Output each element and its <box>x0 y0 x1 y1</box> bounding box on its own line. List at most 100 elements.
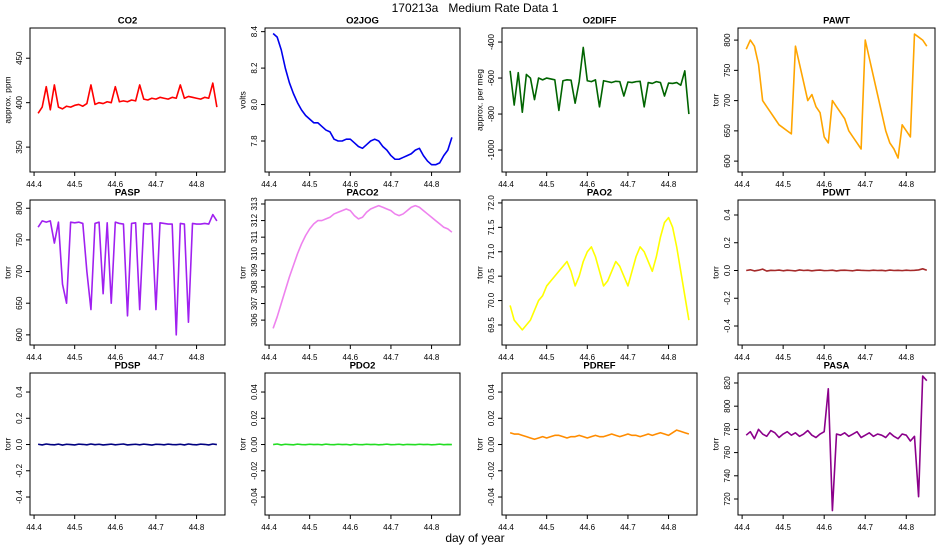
y-tick-label: -400 <box>487 33 496 50</box>
y-tick-label: 740 <box>723 469 732 483</box>
x-tick-label: 44.4 <box>26 353 42 362</box>
y-tick-label: 350 <box>15 140 24 154</box>
x-tick-label: 44.4 <box>261 523 277 532</box>
y-axis-label: torr <box>2 266 12 279</box>
data-line <box>37 213 218 336</box>
x-tick-label: 44.4 <box>26 180 42 189</box>
y-tick-label: 0.4 <box>15 386 24 398</box>
y-tick-label: 0.0 <box>15 438 24 450</box>
page-title: 170213a Medium Rate Data 1 <box>392 1 559 15</box>
x-tick-label: 44.5 <box>302 353 318 362</box>
x-tick-label: 44.7 <box>383 353 399 362</box>
plot-area <box>745 33 928 159</box>
panel: PASP 44.4 44.5 44.6 44.7 44.8 600 650 700 750 800 t… <box>2 188 226 362</box>
panel-title: PAO2 <box>587 188 612 199</box>
x-tick-label: 44.4 <box>498 180 514 189</box>
y-tick-label: 0.04 <box>487 384 496 400</box>
x-tick-label: 44.7 <box>620 353 636 362</box>
y-axis-label: approx. per meg <box>474 69 484 131</box>
x-tick-label: 44.6 <box>108 353 124 362</box>
y-tick-label: 310 <box>250 247 259 261</box>
x-tick-label: 44.4 <box>26 523 42 532</box>
y-tick-label: -0.4 <box>723 319 732 333</box>
x-tick-label: 44.4 <box>734 353 750 362</box>
y-axis-label: torr <box>710 266 720 279</box>
x-tick-label: 44.4 <box>498 353 514 362</box>
plot-frame <box>737 199 936 346</box>
y-tick-label: 72.0 <box>487 195 496 211</box>
plot-frame <box>737 372 936 516</box>
x-tick-label: 44.8 <box>898 180 914 189</box>
y-tick-label: 311 <box>250 230 259 243</box>
y-tick-label: 750 <box>15 233 24 247</box>
y-axis-label: torr <box>237 437 247 450</box>
x-tick-label: 44.8 <box>424 523 440 532</box>
y-tick-label: 700 <box>15 264 24 278</box>
x-tick-label: 44.7 <box>148 353 164 362</box>
y-axis-label: torr <box>237 266 247 279</box>
y-tick-label: 700 <box>723 93 732 107</box>
x-tick-label: 44.6 <box>108 180 124 189</box>
x-tick-label: 44.7 <box>620 180 636 189</box>
panel-title: CO2 <box>118 16 138 27</box>
data-line <box>37 443 217 446</box>
x-tick-label: 44.6 <box>816 523 832 532</box>
panel-title: PASP <box>115 188 141 199</box>
plot-area <box>272 204 453 329</box>
y-tick-label: 307 <box>250 296 259 310</box>
y-axis-label: torr <box>710 93 720 106</box>
y-tick-label: 820 <box>723 376 732 390</box>
y-tick-label: 0.2 <box>723 237 732 249</box>
y-tick-label: 0.2 <box>15 412 24 424</box>
panel: PACO2 44.4 44.5 44.6 44.7 44.8 306 307 308 309 310… <box>237 188 461 362</box>
x-tick-label: 44.4 <box>734 523 750 532</box>
x-tick-label: 44.6 <box>816 180 832 189</box>
y-tick-label: 720 <box>723 492 732 506</box>
y-tick-label: -0.04 <box>250 487 259 506</box>
x-tick-label: 44.8 <box>661 180 677 189</box>
x-tick-label: 44.7 <box>148 523 164 532</box>
y-tick-label: 600 <box>723 154 732 168</box>
panel: O2DIFF 44.4 44.5 44.6 44.7 44.8 -1000 -800 -600 -… <box>474 16 698 189</box>
y-tick-label: -1000 <box>487 139 496 160</box>
plot-frame <box>501 199 698 346</box>
panel: PDO2 44.4 44.5 44.6 44.7 44.8 -0.04 -0.02 0.00 0.… <box>237 361 461 532</box>
x-tick-label: 44.5 <box>67 353 83 362</box>
panel-title: PDO2 <box>350 361 376 372</box>
x-tick-label: 44.8 <box>661 523 677 532</box>
panel: PDSP 44.4 44.5 44.6 44.7 44.8 -0.4 -0.2 0.0 0.2 0.… <box>2 361 226 532</box>
y-tick-label: 8.4 <box>250 26 259 38</box>
panel-title: PDREF <box>583 361 615 372</box>
x-tick-label: 44.6 <box>343 353 359 362</box>
x-tick-label: 44.6 <box>580 180 596 189</box>
y-tick-label: 600 <box>15 328 24 342</box>
y-tick-label: 0.02 <box>250 410 259 426</box>
data-line <box>273 443 452 446</box>
y-tick-label: 70.5 <box>487 268 496 284</box>
y-tick-label: -0.02 <box>487 461 496 480</box>
x-tick-label: 44.5 <box>67 523 83 532</box>
x-tick-label: 44.7 <box>620 523 636 532</box>
plot-frame <box>264 372 461 516</box>
y-tick-label: 309 <box>250 263 259 277</box>
x-tick-label: 44.8 <box>189 180 205 189</box>
plot-frame <box>29 27 226 173</box>
y-tick-label: -0.4 <box>15 490 24 504</box>
y-tick-label: -600 <box>487 69 496 86</box>
y-tick-label: 0.04 <box>250 384 259 400</box>
x-tick-label: 44.8 <box>189 353 205 362</box>
plot-area <box>37 82 218 114</box>
data-line <box>745 33 928 159</box>
y-tick-label: 800 <box>723 399 732 413</box>
y-tick-label: 800 <box>723 33 732 47</box>
plot-frame <box>264 27 461 173</box>
data-line <box>509 216 690 331</box>
x-axis-label: day of year <box>445 531 504 545</box>
panel-title: PAWT <box>823 16 850 27</box>
y-tick-label: 69.5 <box>487 317 496 333</box>
y-tick-label: -0.04 <box>487 487 496 506</box>
data-line <box>746 268 928 272</box>
y-tick-label: 0.00 <box>487 436 496 452</box>
x-tick-label: 44.6 <box>343 523 359 532</box>
x-tick-label: 44.4 <box>498 523 514 532</box>
